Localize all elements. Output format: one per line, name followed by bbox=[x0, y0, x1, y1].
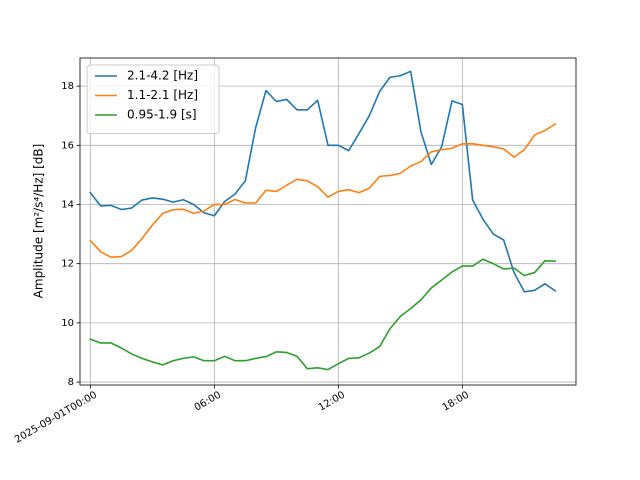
series-line-2 bbox=[89, 258, 557, 371]
legend-label: 2.1-4.2 [Hz] bbox=[127, 69, 198, 83]
legend-label: 1.1-2.1 [Hz] bbox=[127, 88, 198, 102]
series-group bbox=[89, 70, 557, 371]
legend: 2.1-4.2 [Hz] 1.1-2.1 [Hz] 0.95-1.9 [s] bbox=[86, 64, 220, 134]
y-tick-label: 10 bbox=[61, 318, 74, 329]
plot-frame bbox=[79, 57, 577, 386]
series-line-0 bbox=[89, 70, 557, 293]
legend-label: 0.95-1.9 [s] bbox=[127, 108, 197, 122]
legend-box bbox=[86, 64, 220, 134]
y-tick-label: 14 bbox=[61, 199, 74, 210]
y-tick-label: 8 bbox=[68, 377, 74, 388]
y-axis: 8 10 12 14 16 18 bbox=[61, 81, 80, 388]
y-tick-label: 18 bbox=[61, 81, 74, 92]
y-tick-label: 12 bbox=[61, 259, 74, 270]
y-tick-label: 16 bbox=[61, 140, 74, 151]
y-axis-label: Amplitude [m²/s⁴/Hz] [dB] bbox=[32, 144, 46, 299]
y-axis-label-group: Amplitude [m²/s⁴/Hz] [dB] bbox=[32, 144, 46, 299]
series-line-1 bbox=[89, 122, 557, 258]
